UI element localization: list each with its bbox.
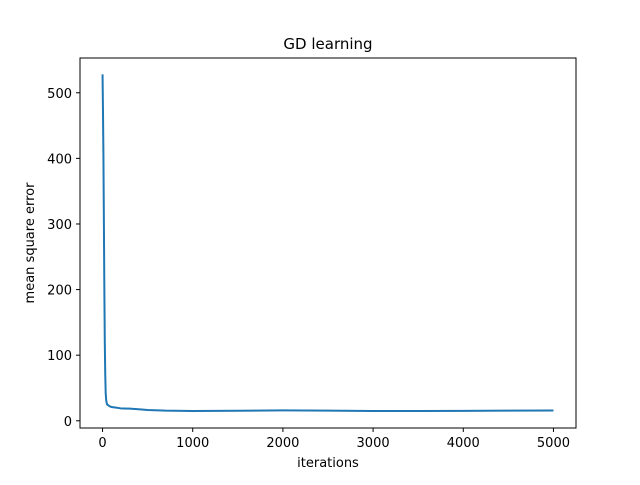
plot-layer xyxy=(101,74,554,412)
y-tick-label: 100 xyxy=(47,349,72,364)
chart-title: GD learning xyxy=(283,35,372,53)
x-axis: 0 1000 2000 3000 4000 5000 xyxy=(98,428,570,451)
y-tick-label: 300 xyxy=(47,218,72,233)
x-tick-label: 5000 xyxy=(537,436,570,451)
x-tick-label: 1000 xyxy=(176,436,209,451)
series-line-0 xyxy=(101,74,554,412)
x-axis-label: iterations xyxy=(297,456,359,471)
x-tick-label: 2000 xyxy=(266,436,299,451)
x-tick-label: 0 xyxy=(98,436,106,451)
y-tick-label: 400 xyxy=(47,152,72,167)
x-tick-label: 3000 xyxy=(357,436,390,451)
axes-frame xyxy=(79,57,577,429)
y-tick-label: 0 xyxy=(64,415,72,430)
y-tick-label: 200 xyxy=(47,284,72,299)
y-axis-label: mean square error xyxy=(23,182,38,304)
y-tick-label: 500 xyxy=(47,87,72,102)
x-tick-label: 4000 xyxy=(447,436,480,451)
y-axis: 0 100 200 300 400 500 xyxy=(47,87,80,430)
